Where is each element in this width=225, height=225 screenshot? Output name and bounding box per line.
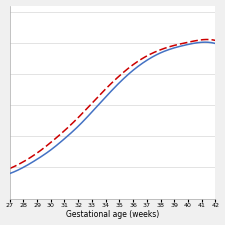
X-axis label: Gestational age (weeks): Gestational age (weeks) — [66, 210, 159, 219]
